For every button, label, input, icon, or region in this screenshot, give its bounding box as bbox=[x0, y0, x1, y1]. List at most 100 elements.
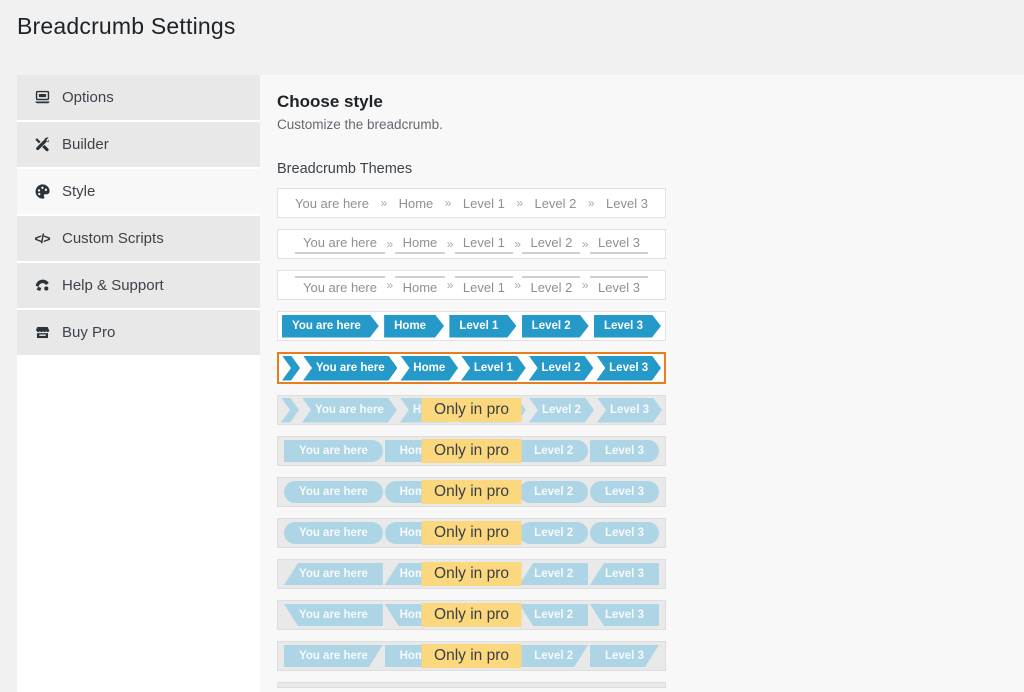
crumb-chip: Level 1 bbox=[449, 315, 516, 338]
crumb-chip: Home bbox=[384, 315, 444, 338]
crumb-chip: You are here bbox=[284, 522, 383, 544]
crumb-label: You are here bbox=[295, 195, 369, 211]
theme-option-3[interactable]: You are here» Home» Level 1» Level 2» Level … bbox=[277, 270, 666, 300]
sidebar-item-builder[interactable]: Builder bbox=[17, 122, 260, 167]
theme-option-1[interactable]: You are here » Home » Level 1 » Level 2 » Level … bbox=[277, 188, 666, 218]
crumb-chip: Level 2 bbox=[519, 645, 588, 667]
crumb-label: Level 1 bbox=[454, 235, 513, 254]
pro-badge: Only in pro bbox=[421, 562, 522, 586]
theme-option-13[interactable] bbox=[277, 682, 666, 688]
crumb-chip: Level 2 bbox=[519, 522, 589, 544]
themes-label: Breadcrumb Themes bbox=[277, 161, 413, 177]
ribbon-lead-arrow-icon bbox=[281, 398, 299, 423]
section-heading: Choose style bbox=[277, 92, 383, 111]
crumb-chip: Level 2 bbox=[519, 481, 589, 503]
page-header: Breadcrumb Settings bbox=[17, 13, 236, 40]
sidebar-item-label: Custom Scripts bbox=[62, 230, 164, 247]
sidebar-item-help-support[interactable]: Help & Support bbox=[17, 263, 260, 308]
crumb-chip: Level 2 bbox=[519, 604, 589, 626]
crumb-chip: You are here bbox=[284, 563, 383, 585]
sidebar-item-style[interactable]: Style bbox=[17, 169, 260, 214]
laptop-icon bbox=[32, 88, 52, 108]
sidebar-item-options[interactable]: Options bbox=[17, 75, 260, 120]
crumb-chip: Level 3 bbox=[589, 440, 659, 462]
crumb-label: Home bbox=[394, 275, 446, 295]
separator-glyph: » bbox=[380, 196, 388, 210]
tools-icon bbox=[32, 135, 52, 155]
crumb-chip: Level 3 bbox=[589, 563, 659, 585]
crumb-label: Level 1 bbox=[462, 195, 505, 211]
crumb-chip: Level 3 bbox=[589, 522, 659, 544]
pro-badge: Only in pro bbox=[421, 603, 522, 627]
code-icon: </> bbox=[34, 231, 50, 246]
crumb-label: Home bbox=[394, 235, 446, 254]
theme-option-5[interactable]: You are here Home Level 1 Level 2 Level 3 bbox=[277, 352, 666, 384]
section-subheading: Customize the breadcrumb. bbox=[277, 117, 443, 132]
separator-glyph: » bbox=[514, 278, 521, 292]
crumb-label: Level 2 bbox=[534, 195, 577, 211]
crumb-chip: Level 2 bbox=[529, 356, 594, 381]
crumb-chip: Level 3 bbox=[589, 481, 659, 503]
crumb-label: Level 2 bbox=[522, 275, 581, 295]
crumb-label: You are here bbox=[295, 275, 385, 295]
separator-glyph: » bbox=[386, 278, 394, 292]
page-title: Breadcrumb Settings bbox=[17, 13, 236, 39]
crumb-chip: You are here bbox=[302, 398, 397, 423]
pro-badge: Only in pro bbox=[421, 521, 522, 545]
crumb-chip: Level 2 bbox=[519, 563, 589, 585]
support-icon bbox=[32, 276, 52, 296]
crumb-chip: Level 1 bbox=[461, 356, 526, 381]
crumb-label: Level 3 bbox=[590, 275, 648, 295]
crumb-chip: Level 3 bbox=[590, 645, 659, 667]
sidebar: Options Builder Style </> Custom Scripts… bbox=[17, 75, 260, 692]
crumb-chip: Level 3 bbox=[589, 604, 659, 626]
pro-badge: Only in pro bbox=[421, 480, 522, 504]
crumb-label: Level 1 bbox=[454, 275, 513, 295]
store-icon bbox=[32, 323, 52, 343]
sidebar-item-label: Options bbox=[62, 89, 114, 106]
separator-glyph: » bbox=[581, 278, 589, 292]
crumb-label: Level 2 bbox=[522, 235, 581, 254]
main-panel: Choose style Customize the breadcrumb. B… bbox=[260, 75, 1024, 692]
crumb-chip: Level 2 bbox=[519, 440, 589, 462]
pro-badge: Only in pro bbox=[421, 644, 522, 668]
ribbon-lead-arrow-icon bbox=[282, 356, 300, 381]
crumb-label: Level 3 bbox=[606, 195, 648, 211]
crumb-chip: Home bbox=[400, 356, 458, 381]
crumb-chip: You are here bbox=[284, 481, 383, 503]
crumb-chip: You are here bbox=[284, 604, 383, 626]
separator-glyph: » bbox=[446, 237, 454, 251]
sidebar-item-buy-pro[interactable]: Buy Pro bbox=[17, 310, 260, 355]
theme-option-4[interactable]: You are here Home Level 1 Level 2 Level 3 bbox=[277, 311, 666, 341]
crumb-label: Level 3 bbox=[590, 235, 648, 254]
theme-list: You are here» Home» Level 1» Level 2» Level … bbox=[277, 188, 666, 688]
pro-badge: Only in pro bbox=[421, 398, 522, 422]
sidebar-item-custom-scripts[interactable]: </> Custom Scripts bbox=[17, 216, 260, 261]
separator-glyph: » bbox=[386, 237, 394, 251]
separator-glyph: » bbox=[587, 196, 595, 210]
sidebar-item-label: Style bbox=[62, 183, 96, 200]
palette-icon bbox=[32, 182, 52, 202]
sidebar-item-label: Builder bbox=[62, 136, 109, 153]
crumb-chip: You are here bbox=[303, 356, 397, 381]
crumb-chip: Level 3 bbox=[596, 356, 661, 381]
crumb-chip: You are here bbox=[284, 440, 383, 462]
crumb-label: You are here bbox=[295, 235, 385, 254]
theme-option-2[interactable]: You are here» Home» Level 1» Level 2» Level … bbox=[277, 229, 666, 259]
crumb-chip: You are here bbox=[282, 315, 379, 338]
sidebar-item-label: Help & Support bbox=[62, 277, 164, 294]
crumb-chip: Level 2 bbox=[529, 398, 594, 423]
separator-glyph: » bbox=[444, 196, 452, 210]
separator-glyph: » bbox=[446, 278, 454, 292]
sidebar-item-label: Buy Pro bbox=[62, 324, 116, 341]
crumb-chip: You are here bbox=[284, 645, 383, 667]
crumb-chip: Level 3 bbox=[597, 398, 662, 423]
crumb-chip: Level 3 bbox=[594, 315, 661, 338]
